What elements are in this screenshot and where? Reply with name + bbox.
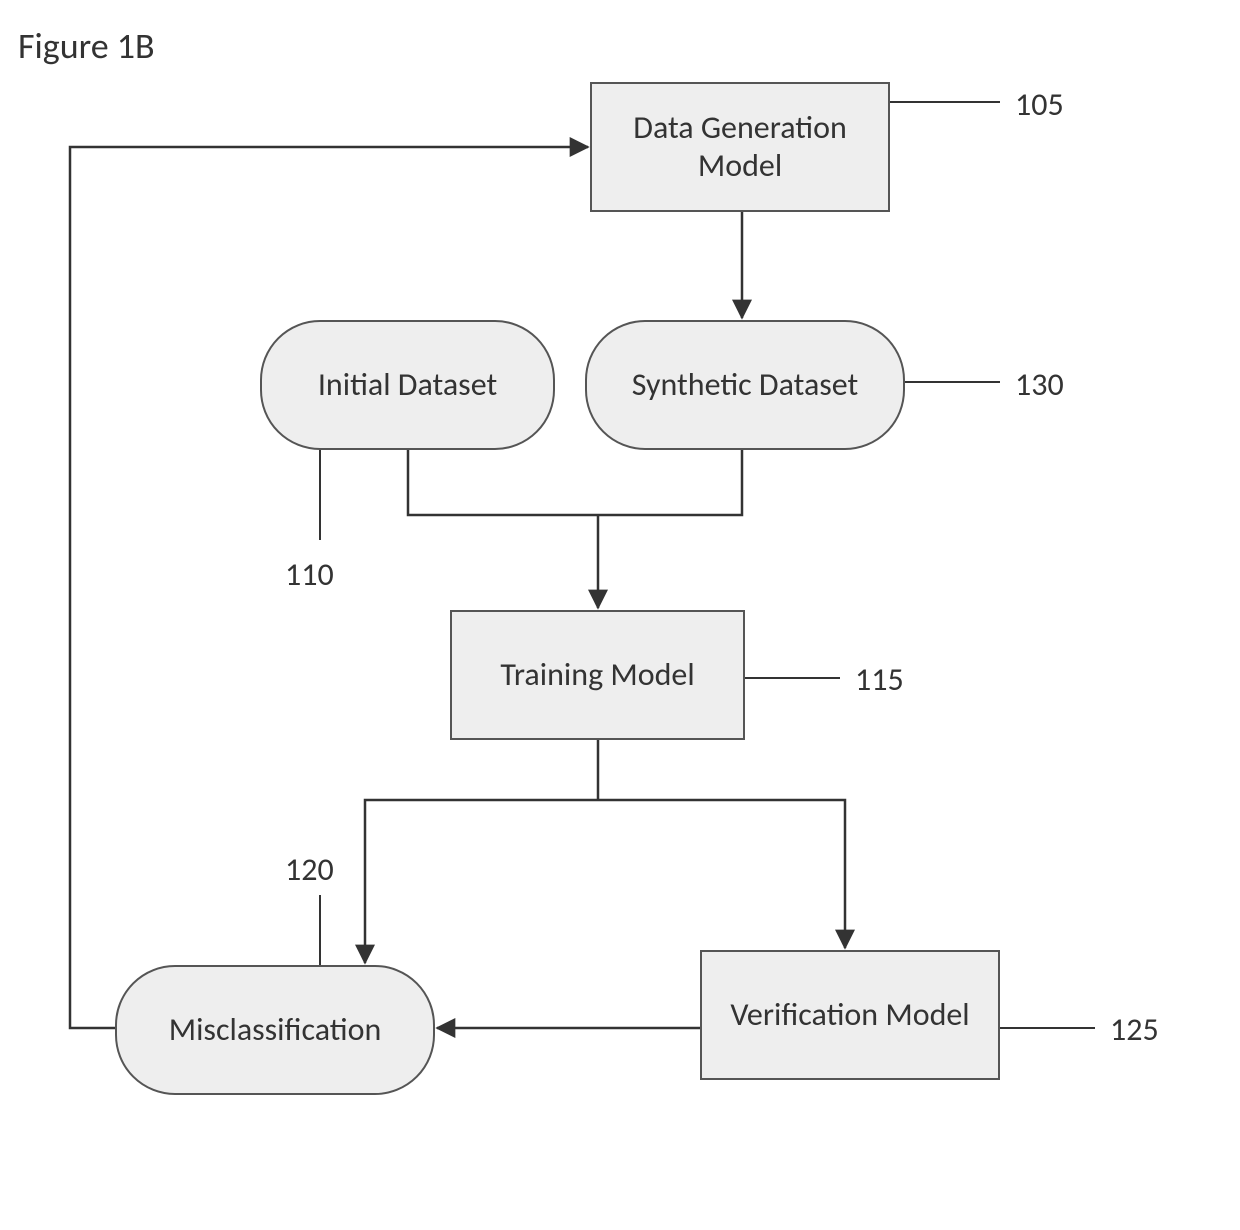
ref-105: 105 (1015, 85, 1064, 124)
node-misclassification: Misclassification (115, 965, 435, 1095)
ref-120: 120 (285, 850, 334, 889)
ref-110: 110 (285, 555, 334, 594)
node-label: Training Model (500, 656, 694, 694)
figure-title: Figure 1B (18, 24, 155, 68)
node-label: Data Generation Model (600, 109, 880, 186)
node-verification-model: Verification Model (700, 950, 1000, 1080)
edge-training-to-verification (598, 800, 845, 948)
node-data-generation-model: Data Generation Model (590, 82, 890, 212)
node-label: Verification Model (730, 996, 969, 1034)
ref-130: 130 (1015, 365, 1064, 404)
edge-training-to-misclass (365, 800, 598, 963)
node-training-model: Training Model (450, 610, 745, 740)
node-label: Misclassification (169, 1011, 382, 1049)
edge-merge-datasets (408, 450, 742, 515)
ref-125: 125 (1110, 1010, 1159, 1049)
ref-115: 115 (855, 660, 904, 699)
node-label: Initial Dataset (318, 366, 497, 404)
node-initial-dataset: Initial Dataset (260, 320, 555, 450)
node-synthetic-dataset: Synthetic Dataset (585, 320, 905, 450)
node-label: Synthetic Dataset (632, 366, 859, 404)
